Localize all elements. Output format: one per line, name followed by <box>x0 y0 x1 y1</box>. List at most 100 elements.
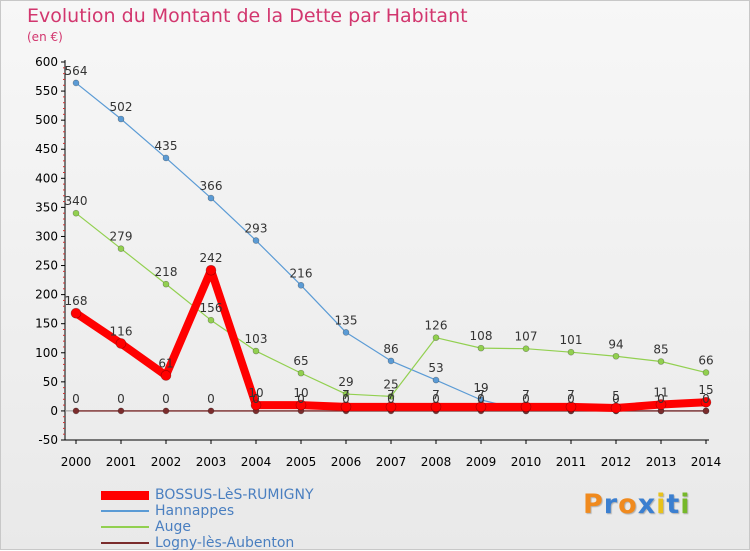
chart-title: Evolution du Montant de la Dette par Hab… <box>27 5 468 27</box>
y-tick-label: 100 <box>35 346 58 360</box>
data-point-bossus-les-rumigny <box>295 399 307 411</box>
data-point-auge <box>252 347 260 355</box>
data-point-hannappes <box>207 194 215 202</box>
data-label-hannappes: 366 <box>200 179 223 193</box>
data-label-bossus-les-rumigny: 7 <box>387 388 395 402</box>
legend-label-logny: Logny-lès-Aubenton <box>155 535 295 551</box>
data-label-auge: 65 <box>293 354 308 368</box>
data-label-bossus-les-rumigny: 7 <box>477 388 485 402</box>
data-label-auge: 94 <box>608 337 623 351</box>
data-label-auge: 108 <box>470 329 493 343</box>
data-point-hannappes <box>387 357 395 365</box>
legend-swatch-auge <box>101 526 149 528</box>
chart-series <box>70 79 712 415</box>
x-tick-label: 2001 <box>106 455 137 469</box>
x-tick-label: 2002 <box>151 455 182 469</box>
data-point-auge <box>72 209 80 217</box>
data-point-bossus-les-rumigny <box>430 401 442 413</box>
data-point-auge <box>207 316 215 324</box>
data-label-auge: 101 <box>560 333 583 347</box>
data-point-logny-les-aubenton <box>72 407 80 415</box>
data-label-bossus-les-rumigny: 11 <box>653 386 668 400</box>
y-tick-label: 50 <box>43 375 58 389</box>
data-label-bossus-les-rumigny: 5 <box>612 389 620 403</box>
x-tick-label: 2009 <box>466 455 497 469</box>
data-label-bossus-les-rumigny: 7 <box>432 388 440 402</box>
data-label-auge: 126 <box>425 319 448 333</box>
logo-letter: i <box>656 489 667 520</box>
data-label-bossus-les-rumigny: 61 <box>158 356 173 370</box>
x-tick-label: 2008 <box>421 455 452 469</box>
data-label-logny-les-aubenton: 0 <box>522 392 530 406</box>
chart-data-labels: 5645024353662932161358653193402792181561… <box>65 64 714 406</box>
data-point-logny-les-aubenton <box>702 407 710 415</box>
data-label-auge: 107 <box>515 330 538 344</box>
data-label-bossus-les-rumigny: 242 <box>200 251 223 265</box>
y-tick-label: 150 <box>35 317 58 331</box>
legend-label-auge: Auge <box>155 519 191 535</box>
data-point-auge <box>162 280 170 288</box>
data-label-logny-les-aubenton: 0 <box>72 392 80 406</box>
data-point-hannappes <box>432 376 440 384</box>
x-tick-label: 2010 <box>511 455 542 469</box>
data-label-auge: 85 <box>653 342 668 356</box>
data-label-logny-les-aubenton: 0 <box>657 392 665 406</box>
logo-letter: x <box>637 489 657 520</box>
data-label-hannappes: 216 <box>290 266 313 280</box>
y-tick-label: 250 <box>35 259 58 273</box>
data-label-bossus-les-rumigny: 168 <box>65 294 88 308</box>
data-point-logny-les-aubenton <box>162 407 170 415</box>
x-tick-label: 2005 <box>286 455 317 469</box>
y-tick-label: 600 <box>35 55 58 69</box>
y-tick-label: 450 <box>35 142 58 156</box>
chart-axes: -500501001502002503003504004505005506002… <box>35 55 721 469</box>
data-point-auge <box>567 348 575 356</box>
x-tick-label: 2013 <box>646 455 677 469</box>
data-label-bossus-les-rumigny: 15 <box>698 383 713 397</box>
logo-letter: o <box>618 489 638 520</box>
legend-item-logny[interactable]: Logny-lès-Aubenton <box>101 535 314 551</box>
logo-letter: i <box>680 489 691 520</box>
data-point-hannappes <box>117 115 125 123</box>
data-point-bossus-les-rumigny <box>565 401 577 413</box>
data-label-bossus-les-rumigny: 10 <box>248 386 263 400</box>
x-tick-label: 2007 <box>376 455 407 469</box>
data-label-logny-les-aubenton: 0 <box>252 392 260 406</box>
x-tick-label: 2014 <box>691 455 722 469</box>
data-point-auge <box>522 345 530 352</box>
data-label-auge: 25 <box>383 377 398 391</box>
x-tick-label: 2006 <box>331 455 362 469</box>
logo-letter: r <box>603 489 619 520</box>
data-point-bossus-les-rumigny <box>520 401 532 413</box>
data-point-auge <box>387 393 395 400</box>
legend-item-hannappes[interactable]: Hannappes <box>101 503 314 519</box>
data-label-hannappes: 502 <box>110 100 133 114</box>
data-point-bossus-les-rumigny <box>610 402 622 414</box>
data-label-logny-les-aubenton: 0 <box>432 392 440 406</box>
y-tick-label: -50 <box>38 433 58 447</box>
data-label-hannappes: 53 <box>428 361 443 375</box>
data-point-auge <box>702 369 710 376</box>
legend-item-bossus[interactable]: BOSSUS-LèS-RUMIGNY <box>101 487 314 503</box>
legend: BOSSUS-LèS-RUMIGNY Hannappes Auge Logny-… <box>101 487 314 551</box>
data-label-auge: 156 <box>200 301 223 315</box>
data-label-auge: 279 <box>110 230 133 244</box>
chart-unit-label: (en €) <box>27 30 63 44</box>
data-label-auge: 340 <box>65 194 88 208</box>
legend-item-auge[interactable]: Auge <box>101 519 314 535</box>
data-label-hannappes: 86 <box>383 342 398 356</box>
data-label-bossus-les-rumigny: 7 <box>522 388 530 402</box>
data-point-hannappes <box>162 154 170 162</box>
data-label-logny-les-aubenton: 0 <box>162 392 170 406</box>
data-label-bossus-les-rumigny: 116 <box>110 324 133 338</box>
data-point-auge <box>432 334 440 341</box>
data-label-hannappes: 564 <box>65 64 88 78</box>
data-label-logny-les-aubenton: 0 <box>387 392 395 406</box>
legend-swatch-logny <box>101 542 149 544</box>
x-tick-label: 2003 <box>196 455 227 469</box>
data-point-bossus-les-rumigny <box>70 307 82 319</box>
data-point-auge <box>117 245 125 252</box>
data-point-logny-les-aubenton <box>207 407 215 415</box>
